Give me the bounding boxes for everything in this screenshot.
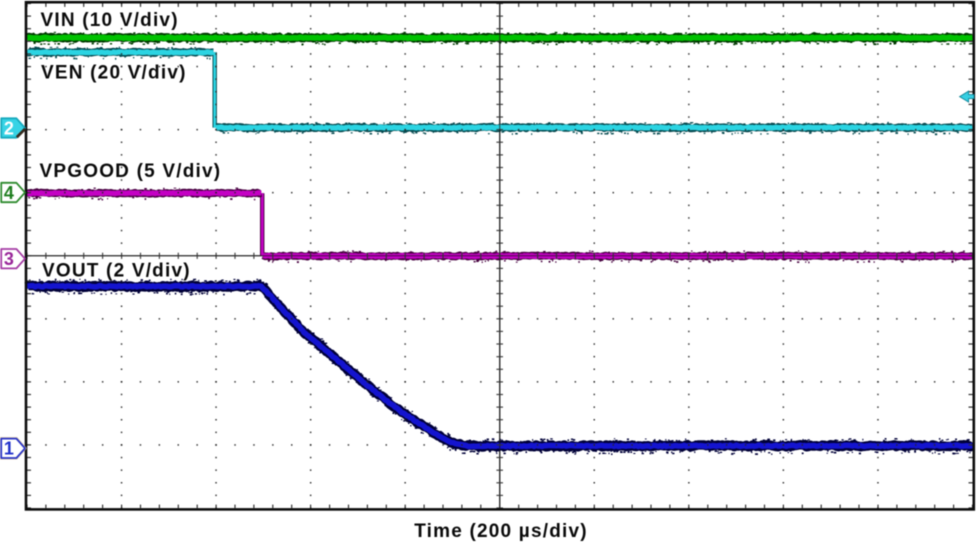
svg-text:VEN (20 V/div): VEN (20 V/div) bbox=[41, 63, 187, 84]
svg-text:4: 4 bbox=[4, 183, 14, 203]
svg-text:1: 1 bbox=[4, 439, 14, 459]
svg-text:3: 3 bbox=[4, 249, 14, 269]
svg-text:Time (200 µs/div): Time (200 µs/div) bbox=[414, 521, 588, 542]
svg-text:VIN (10 V/div): VIN (10 V/div) bbox=[41, 10, 179, 31]
svg-text:VPGOOD (5 V/div): VPGOOD (5 V/div) bbox=[40, 161, 222, 182]
svg-text:VOUT (2 V/div): VOUT (2 V/div) bbox=[42, 261, 191, 282]
svg-text:2: 2 bbox=[4, 118, 14, 138]
